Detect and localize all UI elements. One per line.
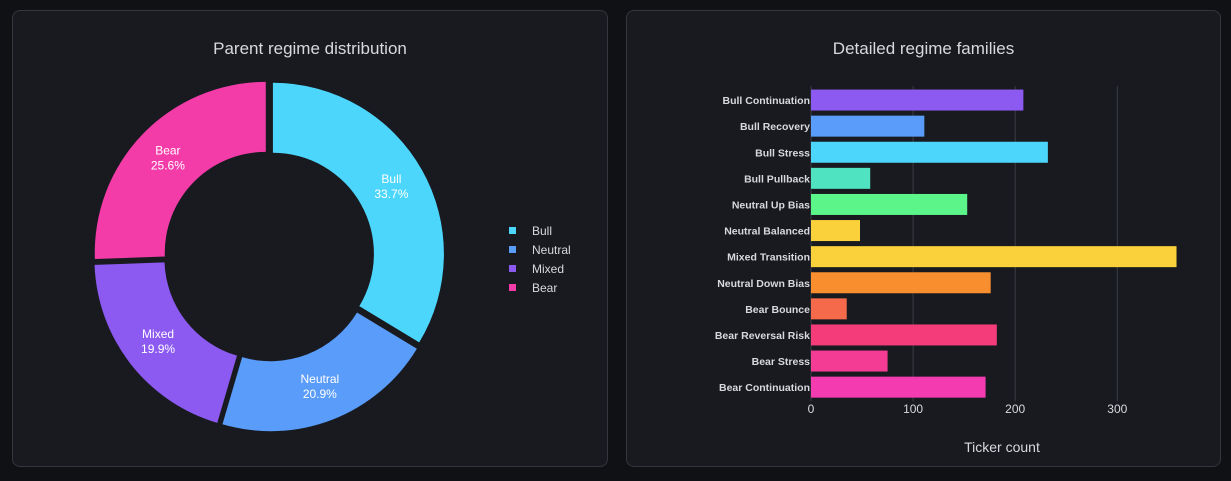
y-tick-label: Neutral Down Bias <box>717 278 810 290</box>
legend-swatch <box>509 246 516 253</box>
bar <box>811 376 986 398</box>
bar <box>811 298 847 320</box>
y-tick-label: Bull Stress <box>755 147 810 159</box>
x-tick-label: 300 <box>1107 402 1127 416</box>
bar <box>811 193 968 215</box>
slice-bear <box>94 81 266 260</box>
bar <box>811 167 871 189</box>
x-tick-label: 200 <box>1005 402 1025 416</box>
legend-label: Bear <box>532 280 558 295</box>
slice-label: Bear <box>155 143 180 157</box>
legend: Bull Neutral Mixed Bear <box>509 221 571 297</box>
legend-item-bear[interactable]: Bear <box>509 278 571 297</box>
slice-label: Bull <box>381 172 401 186</box>
y-tick-label: Bear Continuation <box>719 382 810 394</box>
y-tick-label: Neutral Up Bias <box>732 199 810 211</box>
bar <box>811 115 925 137</box>
slice-label: Neutral <box>301 372 340 386</box>
parent-regime-panel: Parent regime distribution Bull 33.7% Neut… <box>12 10 608 467</box>
chart-title: Parent regime distribution <box>213 39 407 58</box>
y-tick-label: Mixed Transition <box>727 252 810 264</box>
slice-bull <box>272 82 444 343</box>
y-tick-label: Neutral Balanced <box>724 226 810 238</box>
y-tick-label: Bull Pullback <box>744 173 810 185</box>
slice-label: Mixed <box>142 327 174 341</box>
x-axis-label: Ticker count <box>964 439 1040 455</box>
bar <box>811 246 1177 268</box>
slice-percent: 19.9% <box>141 342 175 356</box>
legend-label: Mixed <box>532 261 565 276</box>
legend-item-bull[interactable]: Bull <box>509 221 571 240</box>
legend-item-mixed[interactable]: Mixed <box>509 259 571 278</box>
regime-families-panel: Detailed regime families 0 100 200 300 Bull … <box>626 10 1221 467</box>
bar <box>811 350 888 372</box>
legend-item-neutral[interactable]: Neutral <box>509 240 571 259</box>
legend-swatch <box>509 265 516 272</box>
slice-percent: 33.7% <box>374 187 408 201</box>
bar <box>811 220 861 242</box>
x-tick-label: 0 <box>808 402 815 416</box>
bar <box>811 89 1024 111</box>
y-tick-label: Bear Reversal Risk <box>715 330 810 342</box>
legend-swatch <box>509 284 516 291</box>
slice-neutral <box>222 312 417 432</box>
bar <box>811 324 997 346</box>
y-tick-label: Bull Continuation <box>723 95 810 107</box>
legend-label: Bull <box>532 223 553 238</box>
y-tick-label: Bull Recovery <box>740 121 810 133</box>
x-tick-label: 100 <box>903 402 923 416</box>
legend-label: Neutral <box>532 242 571 257</box>
bar <box>811 272 991 294</box>
legend-swatch <box>509 227 516 234</box>
slice-percent: 20.9% <box>303 387 337 401</box>
slice-mixed <box>94 262 237 423</box>
bar-chart: 0 100 200 300 Bull Continuation Bull Recovery… <box>715 86 1177 416</box>
slice-percent: 25.6% <box>151 158 185 172</box>
bar <box>811 141 1048 163</box>
chart-title: Detailed regime families <box>832 39 1015 58</box>
y-tick-label: Bear Stress <box>752 356 811 368</box>
y-tick-label: Bear Bounce <box>745 304 810 316</box>
